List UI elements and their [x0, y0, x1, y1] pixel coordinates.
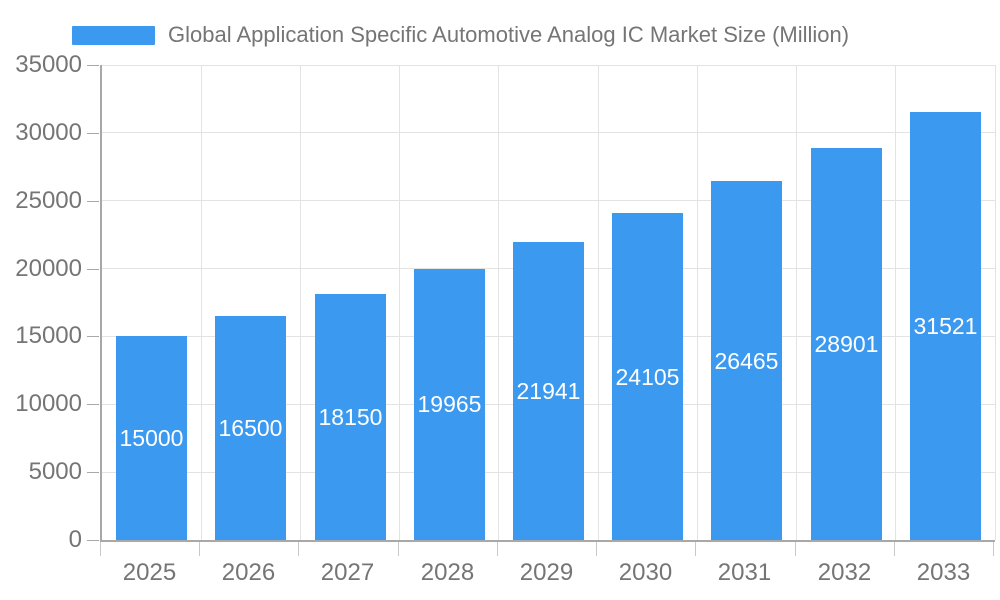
- x-gridline: [994, 65, 996, 540]
- x-gridline: [597, 65, 599, 540]
- y-gridline: [102, 200, 995, 202]
- bar-value-label: 19965: [417, 391, 482, 417]
- bar-value-label: 15000: [119, 425, 184, 451]
- bar[interactable]: 28901: [811, 148, 882, 540]
- y-axis-tick: [87, 336, 99, 338]
- x-axis-tick: [100, 542, 101, 556]
- y-axis-tick-label: 30000: [15, 118, 82, 146]
- bar[interactable]: 15000: [116, 336, 187, 540]
- x-axis-tick: [794, 542, 796, 556]
- y-axis-tick-label: 15000: [15, 322, 82, 350]
- x-axis-tick: [397, 542, 399, 556]
- bar-value-label: 21941: [516, 378, 581, 404]
- y-gridline: [102, 64, 995, 66]
- y-axis-tick: [87, 472, 99, 474]
- bar-value-label: 18150: [318, 404, 383, 430]
- bar[interactable]: 18150: [315, 294, 386, 540]
- y-axis-tick-label: 0: [68, 526, 82, 553]
- plot-area: 15000 16500 18150 19965 21941 24105 26465 28901…: [100, 64, 996, 542]
- x-axis-tick-label: 2025: [122, 559, 177, 586]
- legend-swatch-icon: [72, 25, 155, 45]
- bar-value-label: 26465: [714, 348, 779, 374]
- x-axis-tick: [199, 542, 201, 556]
- y-axis-tick-label: 20000: [15, 254, 82, 282]
- x-axis-tick: [496, 542, 498, 556]
- bar[interactable]: 26465: [711, 181, 782, 540]
- bar-value-label: 28901: [814, 331, 879, 357]
- bar-value-label: 24105: [615, 364, 680, 390]
- x-axis-tick: [695, 542, 697, 556]
- bar-value-label: 16500: [218, 415, 283, 441]
- y-axis-tick: [87, 404, 99, 406]
- legend-item[interactable]: Global Application Specific Automotive A…: [72, 22, 849, 48]
- y-axis-tick: [87, 132, 99, 134]
- bar[interactable]: 21941: [513, 242, 584, 540]
- legend-label: Global Application Specific Automotive A…: [168, 22, 850, 47]
- x-gridline: [498, 65, 500, 540]
- x-gridline: [200, 65, 202, 540]
- y-axis-tick-label: 5000: [28, 458, 82, 486]
- bar[interactable]: 24105: [612, 213, 683, 540]
- bar[interactable]: 31521: [910, 112, 981, 540]
- y-axis-tick-label: 10000: [15, 390, 82, 418]
- x-axis-tick-label: 2030: [618, 559, 673, 586]
- x-axis-tick: [596, 542, 598, 556]
- x-gridline: [299, 65, 301, 540]
- bar-value-label: 31521: [913, 313, 978, 339]
- y-axis-tick-label: 25000: [15, 186, 82, 214]
- x-axis-tick-label: 2032: [817, 559, 872, 586]
- x-gridline: [796, 65, 798, 540]
- x-axis-tick-label: 2033: [916, 559, 971, 586]
- x-axis-tick: [893, 542, 895, 556]
- y-axis-tick: [87, 268, 99, 270]
- x-gridline: [696, 65, 698, 540]
- x-gridline: [399, 65, 401, 540]
- bar[interactable]: 19965: [414, 269, 485, 540]
- x-axis-tick: [993, 542, 994, 556]
- x-axis-tick-label: 2028: [420, 559, 475, 586]
- x-axis-tick: [298, 542, 300, 556]
- y-gridline: [102, 132, 995, 134]
- y-axis-tick: [87, 65, 99, 66]
- y-axis-tick-label: 35000: [15, 51, 82, 78]
- x-axis-tick-label: 2031: [717, 559, 772, 586]
- y-axis-tick: [87, 200, 99, 202]
- x-axis-tick-label: 2029: [519, 559, 574, 586]
- y-axis-tick: [87, 540, 99, 541]
- bar[interactable]: 16500: [215, 316, 286, 540]
- x-gridline: [895, 65, 897, 540]
- x-axis-tick-label: 2027: [320, 559, 375, 586]
- x-axis-tick-label: 2026: [221, 559, 276, 586]
